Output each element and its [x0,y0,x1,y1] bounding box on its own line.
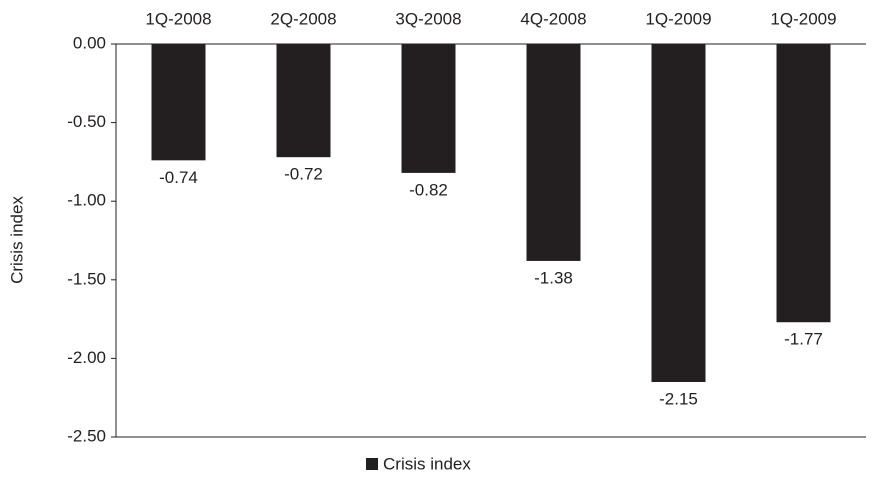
value-label: -1.77 [784,330,823,349]
y-axis-title: Crisis index [7,196,26,284]
x-tick-label: 3Q-2008 [395,9,461,28]
x-tick-label: 1Q-2009 [645,9,711,28]
bar [276,44,331,158]
x-tick-label: 4Q-2008 [520,9,586,28]
y-tick-label: -0.50 [67,112,106,131]
y-tick-label: 0.00 [73,33,106,52]
legend-label: Crisis index [383,454,471,473]
value-label: -2.15 [659,389,698,408]
legend-swatch [366,458,378,470]
y-tick-label: -2.00 [67,348,106,367]
value-label: -0.72 [284,165,323,184]
bar [401,44,456,173]
y-tick-label: -1.00 [67,191,106,210]
bar [151,44,206,161]
value-label: -0.82 [409,180,448,199]
x-tick-label: 1Q-2008 [145,9,211,28]
x-tick-label: 1Q-2009 [770,9,836,28]
value-label: -0.74 [159,168,198,187]
x-tick-label: 2Q-2008 [270,9,336,28]
y-tick-label: -2.50 [67,426,106,445]
bar [651,44,706,382]
y-tick-label: -1.50 [67,269,106,288]
value-label: -1.38 [534,268,573,287]
bar [776,44,831,323]
bar [526,44,581,261]
